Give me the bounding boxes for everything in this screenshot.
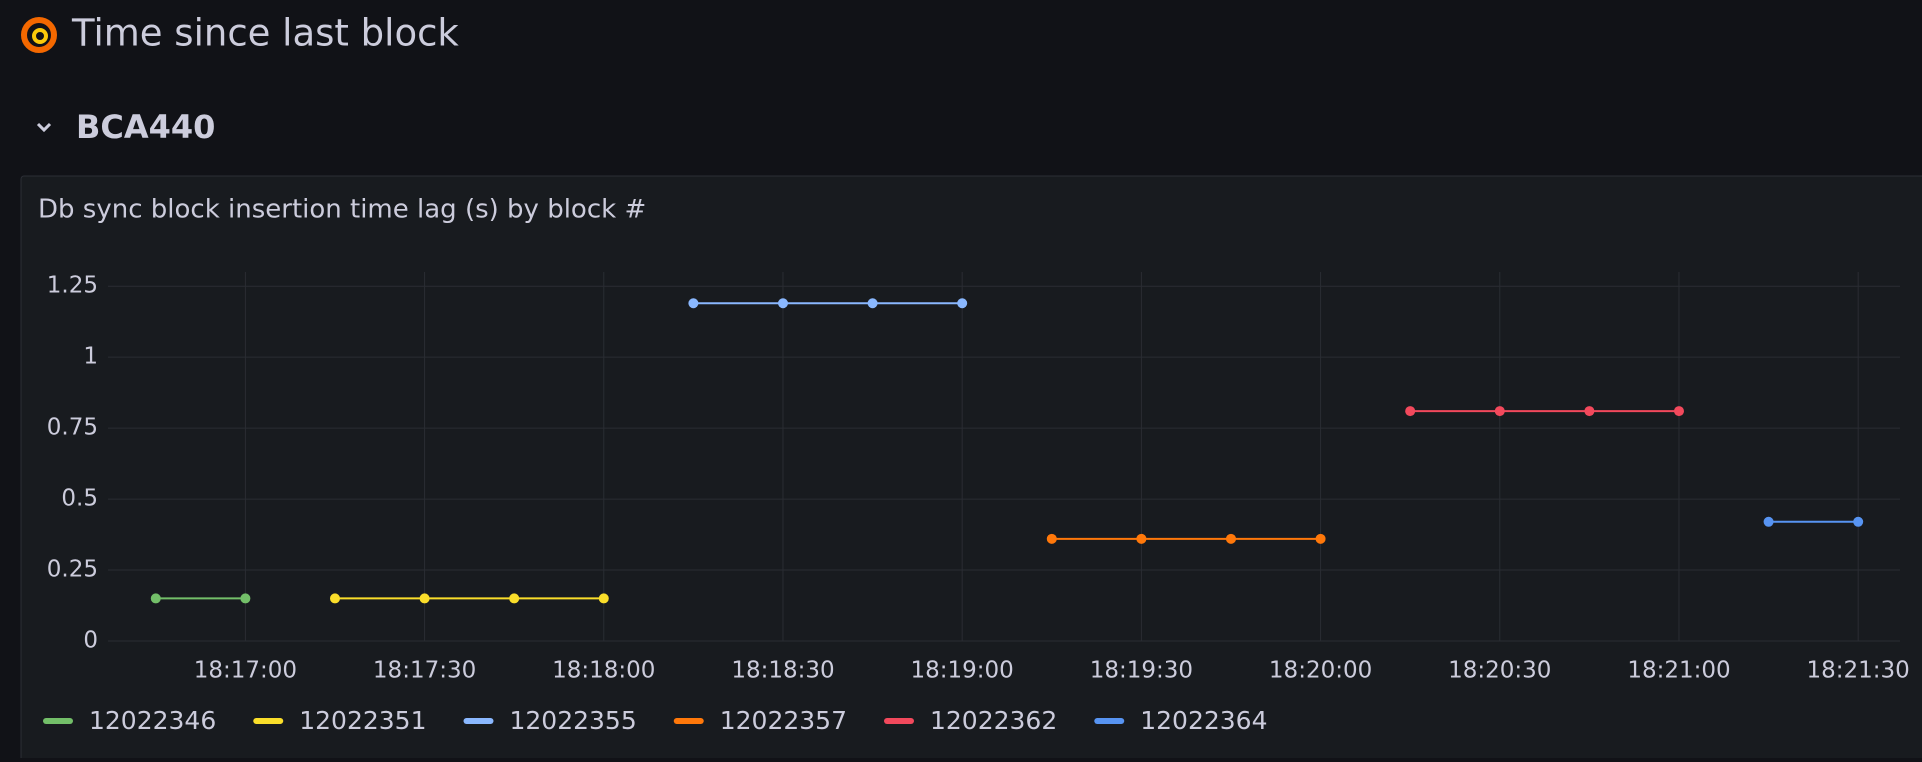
data-point [1046,533,1057,544]
data-point [1315,533,1326,544]
data-point [688,298,699,309]
data-point [1584,406,1595,417]
legend-label[interactable]: 12022355 [510,706,637,735]
data-point [777,298,788,309]
legend-label[interactable]: 12022364 [1140,706,1267,735]
y-tick-label: 0.25 [47,557,98,583]
data-point [1136,533,1147,544]
data-point [240,593,251,604]
y-tick-label: 1.25 [47,273,98,299]
data-point [1225,533,1236,544]
data-point [509,593,520,604]
x-tick-label: 18:19:30 [1090,658,1193,684]
legend-label[interactable]: 12022346 [89,706,216,735]
data-point [1853,516,1864,527]
x-tick-label: 18:19:00 [911,658,1014,684]
x-tick-label: 18:20:00 [1269,658,1372,684]
data-point [1763,516,1774,527]
x-tick-label: 18:21:30 [1807,658,1910,684]
data-point [1405,406,1416,417]
y-tick-label: 0.75 [47,415,98,441]
x-tick-label: 18:21:00 [1627,658,1730,684]
data-point [598,593,609,604]
data-point [957,298,968,309]
data-point [1494,406,1505,417]
y-tick-label: 0 [83,628,98,654]
legend-label[interactable]: 12022357 [720,706,847,735]
data-point [419,593,430,604]
row-title[interactable]: BCA440 [76,108,215,146]
grafana-logo[interactable] [21,17,57,53]
data-point [1673,406,1684,417]
dashboard-title: Time since last block [71,12,459,55]
x-tick-label: 18:20:30 [1448,658,1551,684]
data-point [329,593,340,604]
x-tick-label: 18:17:30 [373,658,476,684]
row-toggle[interactable] [36,122,52,133]
data-point [150,593,161,604]
x-tick-label: 18:17:00 [194,658,297,684]
y-tick-label: 0.5 [61,486,98,512]
legend-label[interactable]: 12022362 [930,706,1057,735]
y-tick-label: 1 [83,344,98,370]
legend-label[interactable]: 12022351 [299,706,426,735]
panel-title: Db sync block insertion time lag (s) by … [38,195,646,225]
x-tick-label: 18:18:30 [731,658,834,684]
data-point [867,298,878,309]
panel [20,175,1922,762]
x-tick-label: 18:18:00 [552,658,655,684]
